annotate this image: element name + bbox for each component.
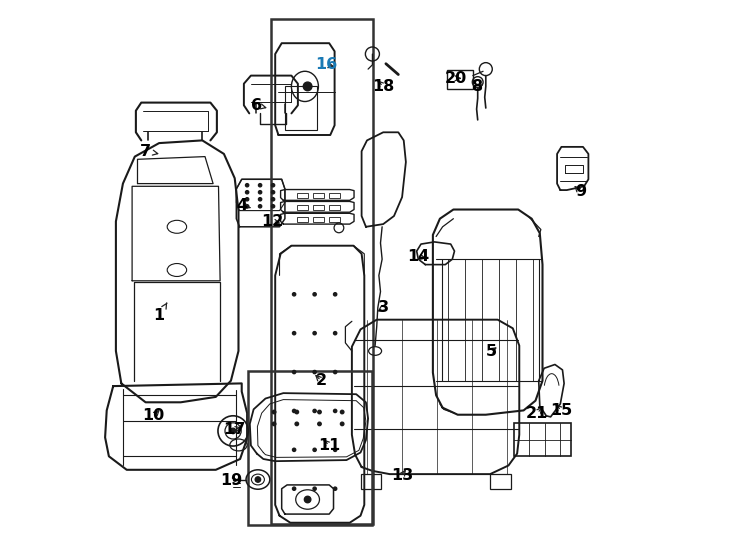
Text: 21: 21 [526, 406, 548, 421]
Circle shape [333, 293, 337, 296]
Text: 2: 2 [316, 373, 327, 388]
Text: 13: 13 [391, 468, 413, 483]
Bar [330, 217, 340, 222]
Circle shape [313, 448, 316, 451]
Text: 8: 8 [472, 79, 483, 94]
Circle shape [313, 332, 316, 335]
Circle shape [245, 205, 249, 208]
Circle shape [295, 410, 299, 414]
Circle shape [258, 205, 262, 208]
Bar [514, 423, 570, 456]
Text: 12: 12 [261, 214, 283, 229]
Text: 4: 4 [236, 198, 250, 213]
Circle shape [333, 332, 337, 335]
Text: 7: 7 [140, 144, 158, 159]
Bar [297, 217, 308, 222]
Circle shape [333, 409, 337, 413]
Text: 6: 6 [251, 98, 266, 113]
Circle shape [303, 82, 312, 91]
Text: 10: 10 [142, 408, 165, 423]
Circle shape [272, 410, 276, 414]
Circle shape [341, 422, 344, 426]
Bar [313, 193, 324, 198]
Circle shape [313, 487, 316, 490]
Text: 9: 9 [575, 184, 586, 199]
Circle shape [318, 410, 321, 414]
Bar [490, 474, 511, 489]
Circle shape [292, 332, 296, 335]
Circle shape [333, 448, 337, 451]
Circle shape [295, 422, 299, 426]
Circle shape [305, 496, 310, 503]
Circle shape [292, 487, 296, 490]
Bar [360, 474, 381, 489]
Circle shape [313, 370, 316, 374]
Text: 16: 16 [316, 57, 338, 72]
Circle shape [272, 422, 276, 426]
Text: 1: 1 [153, 303, 167, 323]
Circle shape [255, 477, 261, 482]
Circle shape [272, 205, 275, 208]
Bar [313, 205, 324, 210]
Bar [285, 86, 317, 130]
Circle shape [292, 370, 296, 374]
Circle shape [333, 487, 337, 490]
Circle shape [292, 448, 296, 451]
Circle shape [230, 428, 236, 434]
Circle shape [292, 293, 296, 296]
Circle shape [272, 191, 275, 194]
Circle shape [313, 293, 316, 296]
Bar [313, 217, 324, 222]
Text: 5: 5 [486, 343, 497, 359]
Text: 15: 15 [550, 403, 573, 418]
Bar [330, 193, 340, 198]
Circle shape [272, 198, 275, 201]
Circle shape [258, 198, 262, 201]
Text: 18: 18 [372, 79, 394, 94]
Bar [271, 19, 374, 524]
Circle shape [313, 409, 316, 413]
Text: 14: 14 [407, 249, 429, 264]
Text: 19: 19 [219, 473, 242, 488]
Bar [447, 70, 473, 89]
Text: 17: 17 [224, 422, 246, 437]
Text: 11: 11 [318, 438, 341, 453]
Circle shape [341, 410, 344, 414]
Bar [297, 193, 308, 198]
Circle shape [258, 184, 262, 187]
Text: 20: 20 [445, 71, 468, 86]
Bar [297, 205, 308, 210]
Circle shape [245, 198, 249, 201]
Circle shape [258, 191, 262, 194]
Circle shape [292, 409, 296, 413]
Text: 3: 3 [377, 300, 389, 315]
Circle shape [245, 191, 249, 194]
Bar [248, 371, 372, 525]
Bar [330, 205, 340, 210]
Circle shape [333, 370, 337, 374]
Circle shape [318, 422, 321, 426]
Circle shape [272, 184, 275, 187]
Circle shape [245, 184, 249, 187]
